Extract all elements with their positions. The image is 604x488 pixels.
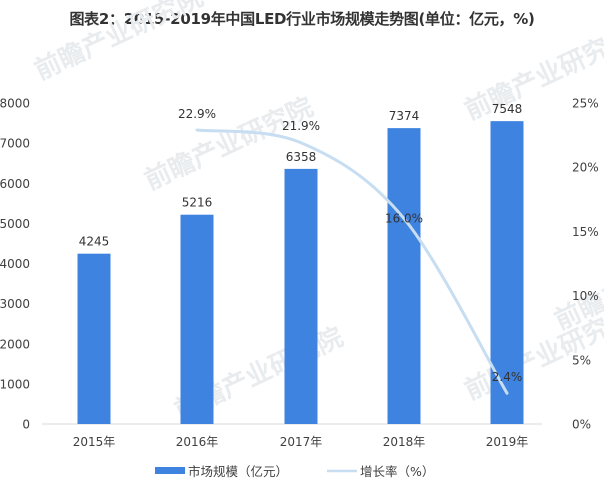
legend-label-market-size: 市场规模（亿元） — [188, 464, 288, 479]
chart-title: 图表2：2015-2019年中国LED行业市场规模走势图(单位：亿元，%) — [69, 10, 535, 28]
line-value-label: 16.0% — [385, 212, 423, 226]
right-axis-tick: 15% — [572, 225, 599, 239]
legend-label-growth-rate: 增长率（%） — [360, 464, 434, 479]
right-axis-tick: 0% — [572, 418, 591, 432]
line-value-label: 2.4% — [492, 370, 523, 384]
watermark-text: 前瞻产业研究院 — [30, 0, 208, 86]
left-axis-tick: 1000 — [0, 377, 30, 391]
x-axis-tick: 2017年 — [280, 435, 323, 449]
bar-value-label: 4245 — [79, 235, 110, 249]
bar-value-label: 5216 — [182, 196, 213, 210]
x-axis-labels: 2015年 2016年 2017年 2018年 2019年 — [73, 435, 529, 449]
bar-value-label: 6358 — [286, 150, 317, 164]
bar-value-label: 7548 — [492, 102, 523, 116]
x-axis-tick: 2018年 — [383, 435, 426, 449]
left-axis-tick: 8000 — [0, 97, 30, 111]
x-axis-tick: 2019年 — [486, 435, 529, 449]
legend-swatch-bar — [155, 467, 185, 474]
line-value-label: 21.9% — [282, 119, 320, 133]
left-axis-tick: 6000 — [0, 177, 30, 191]
left-axis-tick: 5000 — [0, 217, 30, 231]
left-axis-tick: 7000 — [0, 137, 30, 151]
bar-series-market-size: 4245 5216 6358 7374 7548 — [77, 102, 524, 424]
x-axis-tick: 2016年 — [176, 435, 219, 449]
right-axis-tick: 5% — [572, 353, 591, 367]
watermark-text: 前瞻产业研究院 — [550, 231, 604, 336]
left-axis-tick: 3000 — [0, 297, 30, 311]
left-axis-tick: 0 — [22, 418, 30, 432]
bar — [77, 253, 111, 424]
bar — [180, 214, 214, 424]
left-axis-tick: 2000 — [0, 337, 30, 351]
right-axis-tick: 25% — [572, 97, 599, 111]
left-axis-tick: 4000 — [0, 257, 30, 271]
line-series-growth-rate: 22.9% 21.9% 16.0% 2.4% — [178, 107, 523, 395]
right-axis-tick: 10% — [572, 289, 599, 303]
legend: 市场规模（亿元） 增长率（%） — [155, 464, 434, 479]
right-y-axis: 0% 5% 10% 15% 20% 25% — [572, 97, 599, 432]
x-axis-tick: 2015年 — [73, 435, 116, 449]
line-value-label: 22.9% — [178, 107, 216, 121]
bar — [387, 128, 421, 424]
bar — [284, 168, 318, 424]
bar-value-label: 7374 — [389, 109, 420, 123]
left-y-axis: 0 1000 2000 3000 4000 5000 6000 7000 8000 — [0, 97, 30, 432]
right-axis-tick: 20% — [572, 161, 599, 175]
watermark-text: 前瞻产业研究院 — [460, 21, 604, 126]
growth-rate-line — [195, 128, 509, 395]
